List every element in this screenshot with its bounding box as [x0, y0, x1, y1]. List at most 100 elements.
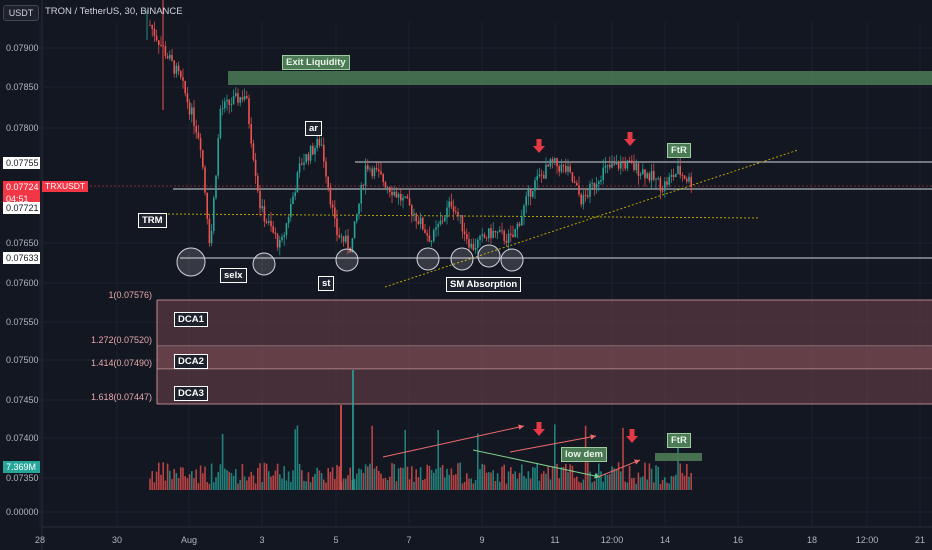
- candle-body: [540, 174, 543, 176]
- candle-body: [562, 164, 565, 166]
- candle-body: [320, 144, 323, 146]
- candle-body: [657, 178, 659, 179]
- time-tick: 16: [733, 535, 743, 545]
- candle-body: [312, 145, 314, 155]
- candle-body: [404, 196, 406, 198]
- candle-body: [331, 204, 334, 208]
- low-dem-label: low dem: [561, 447, 608, 462]
- volume-bar: [650, 468, 653, 490]
- candle-body: [499, 230, 501, 232]
- volume-bar: [298, 463, 301, 490]
- currency-button[interactable]: USDT: [3, 5, 39, 21]
- candle-body: [512, 234, 514, 238]
- volume-bar: [441, 465, 444, 490]
- volume-bar: [336, 464, 338, 490]
- volume-bar: [661, 479, 664, 490]
- volume-bar: [265, 463, 268, 490]
- candle-body: [296, 172, 299, 193]
- candle-body: [283, 235, 285, 237]
- candle-body: [437, 224, 439, 228]
- candle-body: [160, 45, 162, 46]
- candle-body: [452, 206, 455, 212]
- volume-bar: [481, 463, 483, 490]
- candle-body: [400, 194, 402, 201]
- candle-body: [272, 226, 274, 233]
- fib-level-1272: 1.272(0.07520): [90, 335, 152, 345]
- price-tick: 0.07900: [6, 43, 39, 53]
- volume-bar: [208, 483, 211, 490]
- candle-body: [576, 182, 578, 186]
- volume-bar: [230, 472, 233, 490]
- candle-body: [672, 174, 675, 178]
- volume-bar: [518, 472, 521, 490]
- price-tick: 0.07450: [6, 395, 39, 405]
- volume-bar: [514, 471, 516, 490]
- candle-body: [571, 172, 574, 182]
- price-tag-1: 0.07724: [3, 181, 40, 193]
- down-arrow: [624, 139, 636, 146]
- candle-body: [239, 97, 241, 103]
- candle-body: [252, 143, 255, 160]
- candle-body: [602, 167, 604, 181]
- candle-body: [285, 223, 288, 236]
- time-tick: 21: [915, 535, 925, 545]
- volume-bar: [543, 471, 545, 490]
- down-arrow: [533, 429, 545, 436]
- candle-body: [151, 25, 153, 29]
- candle-body: [514, 229, 516, 238]
- candle-body: [186, 93, 189, 103]
- candle-body: [193, 107, 195, 127]
- ftr-volume-zone: [655, 453, 702, 461]
- volume-bar: [670, 476, 673, 490]
- candle-body: [653, 170, 655, 180]
- candle-body: [679, 165, 681, 176]
- volume-bar: [595, 473, 598, 490]
- absorption-circle: [416, 247, 440, 271]
- candle-body: [259, 190, 261, 209]
- volume-bar: [529, 478, 532, 490]
- candle-body: [175, 65, 178, 74]
- time-tick: Aug: [181, 535, 197, 545]
- volume-bar: [659, 483, 662, 490]
- volume-bar: [186, 478, 189, 490]
- volume-bar: [294, 429, 296, 490]
- volume-bar: [565, 464, 567, 490]
- volume-bar: [367, 466, 369, 490]
- candle-body: [681, 175, 684, 176]
- candle-body: [276, 234, 279, 248]
- volume-bar: [681, 472, 684, 490]
- candle-body: [507, 233, 510, 243]
- volume-bar: [191, 471, 193, 490]
- candle-body: [384, 182, 387, 188]
- candle-body: [637, 163, 640, 176]
- volume-bar: [221, 433, 224, 490]
- absorption-circle: [500, 248, 524, 272]
- candle-body: [428, 235, 431, 242]
- candle-body: [217, 138, 219, 176]
- candle-body: [362, 184, 365, 186]
- time-tick: 9: [479, 535, 484, 545]
- volume-bar: [270, 476, 272, 490]
- candle-body: [545, 164, 547, 179]
- volume-bar: [202, 473, 204, 490]
- candle-body: [301, 163, 303, 165]
- candle-body: [158, 40, 160, 46]
- volume-bar: [169, 470, 171, 490]
- volume-bar: [219, 464, 222, 490]
- time-tick: 28: [35, 535, 45, 545]
- volume-bar: [556, 463, 558, 490]
- volume-bar: [580, 482, 582, 490]
- volume-bar: [633, 477, 635, 490]
- candle-body: [197, 132, 200, 139]
- trendline-dotted: [384, 149, 799, 288]
- volume-bar: [195, 469, 197, 490]
- volume-bar: [433, 472, 435, 490]
- volume-bar: [226, 470, 228, 490]
- price-tick: 0.07550: [6, 317, 39, 327]
- candle-body: [591, 182, 593, 184]
- volume-bar: [435, 468, 437, 490]
- candle-body: [389, 187, 391, 192]
- candle-body: [316, 139, 318, 149]
- exit-liquidity-zone: [228, 71, 932, 85]
